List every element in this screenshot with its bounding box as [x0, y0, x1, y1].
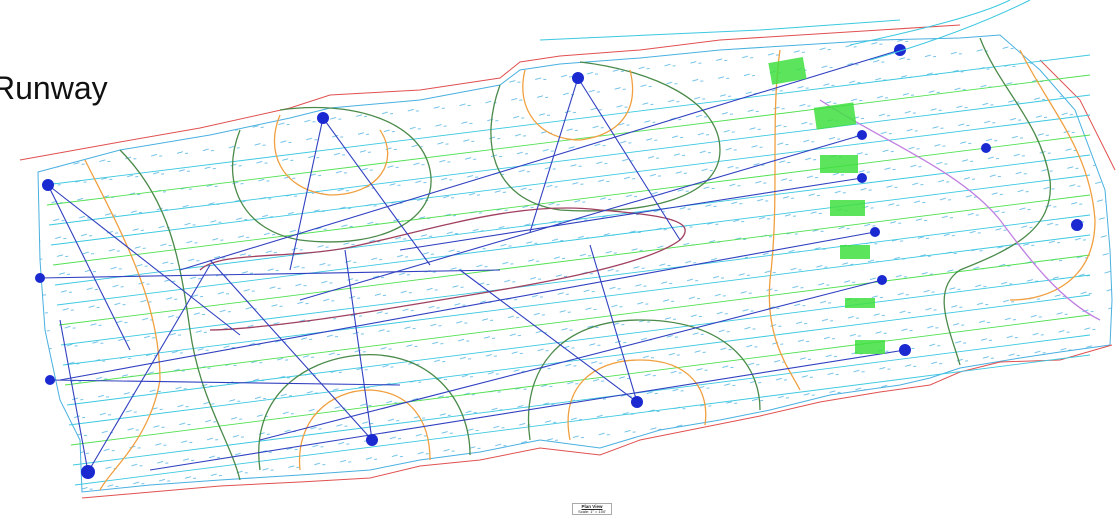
grade-line [62, 234, 1091, 366]
grade-line [74, 354, 1091, 486]
grade-line [60, 214, 1091, 346]
top-utilities [539, 0, 1031, 61]
grade-line [58, 194, 1091, 326]
caption-scale: Scale: 1" = 100' [578, 509, 606, 514]
grade-line [68, 294, 1091, 426]
drain-structures [768, 57, 885, 354]
grade-line [48, 94, 1091, 226]
site-boundary [37, 34, 1113, 493]
connector-lines [39, 49, 906, 473]
grade-line [64, 254, 1091, 386]
manholes [35, 44, 1083, 479]
slide-title: Runway [0, 70, 108, 106]
grade-line [70, 314, 1091, 446]
grade-lines [44, 54, 1091, 486]
caption-title: Plan View [581, 504, 603, 509]
grade-line [44, 54, 1091, 186]
grade-line [56, 174, 1091, 306]
grade-line [66, 274, 1091, 406]
grade-line [46, 74, 1091, 206]
outer-cut-line [19, 24, 1116, 499]
grade-line [50, 114, 1091, 246]
plan-caption: Plan View Scale: 1" = 100' [572, 503, 612, 515]
grade-line [72, 334, 1091, 466]
